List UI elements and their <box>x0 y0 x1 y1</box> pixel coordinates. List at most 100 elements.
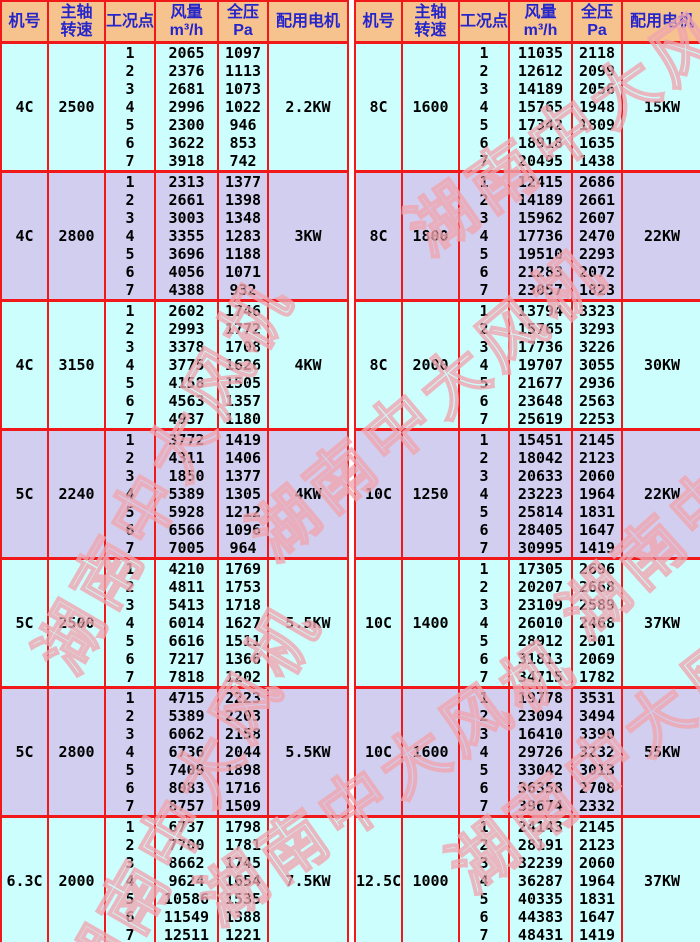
pressure-cell: 2203 <box>217 707 269 725</box>
col-header-flow: 风量 m³/h <box>154 0 219 44</box>
spec-row: 4C 3150 1 2602 1746 4KW <box>0 299 349 430</box>
pressure-cell: 2470 <box>571 227 623 245</box>
pressure-cell: 2661 <box>571 191 623 209</box>
spec-row: 5C 2800 1 4715 2223 5.5KW <box>0 686 349 817</box>
spec-row: 7 7818 1202 <box>1 668 348 688</box>
spec-row: 4 19707 3055 <box>355 356 700 374</box>
pressure-cell: 1377 <box>217 170 269 191</box>
point-cell: 4 <box>458 743 510 761</box>
point-cell: 5 <box>104 632 156 650</box>
flow-cell: 1850 <box>154 467 219 485</box>
pressure-cell: 1438 <box>571 152 623 172</box>
spec-row: 7 4937 1180 <box>1 410 348 430</box>
spec-row: 4 3775 1626 <box>1 356 348 374</box>
spec-row: 3 3378 1708 <box>1 338 348 356</box>
col-header-pressure: 全压 Pa <box>571 0 623 44</box>
spec-row: 7 48431 1419 <box>355 926 700 942</box>
point-cell: 2 <box>104 449 156 467</box>
point-cell: 4 <box>458 356 510 374</box>
flow-cell: 33042 <box>508 761 573 779</box>
pressure-cell: 1377 <box>217 467 269 485</box>
point-cell: 5 <box>458 245 510 263</box>
spec-row: 4 9624 1654 <box>1 872 348 890</box>
pressure-cell: 2072 <box>571 263 623 281</box>
model-cell: 10C <box>354 686 403 817</box>
model-cell: 10C <box>354 428 403 559</box>
pressure-cell: 3390 <box>571 725 623 743</box>
pressure-cell: 1511 <box>217 632 269 650</box>
pressure-cell: 1948 <box>571 98 623 116</box>
flow-cell: 12511 <box>154 926 219 942</box>
spec-row: 6 44383 1647 <box>355 908 700 926</box>
point-cell: 2 <box>104 578 156 596</box>
point-cell: 1 <box>104 428 156 449</box>
col-header-point: 工况点 <box>458 0 510 44</box>
flow-cell: 4311 <box>154 449 219 467</box>
flow-cell: 18918 <box>508 134 573 152</box>
flow-cell: 20207 <box>508 578 573 596</box>
flow-cell: 2313 <box>154 170 219 191</box>
pressure-cell: 964 <box>217 539 269 559</box>
spec-row: 4C 2500 1 2065 1097 2.2KW <box>0 41 349 172</box>
point-cell: 7 <box>458 410 510 430</box>
point-cell: 2 <box>104 836 156 854</box>
flow-cell: 31813 <box>508 650 573 668</box>
spec-row: 4 36287 1964 <box>355 872 700 890</box>
spec-row: 4C 2800 1 2313 1377 3KW <box>0 170 349 301</box>
flow-cell: 17736 <box>508 227 573 245</box>
speed-cell: 1250 <box>401 428 460 559</box>
motor-cell: 55KW <box>621 686 700 817</box>
motor-cell: 22KW <box>621 428 700 559</box>
spec-row: 8C 1800 1 12415 2686 22KW <box>354 170 700 301</box>
spec-row: 6 4056 1071 <box>1 263 348 281</box>
pressure-cell: 1509 <box>217 797 269 817</box>
flow-cell: 5928 <box>154 503 219 521</box>
point-cell: 2 <box>104 707 156 725</box>
pressure-cell: 2145 <box>571 428 623 449</box>
pressure-cell: 1388 <box>217 908 269 926</box>
motor-cell: 4KW <box>267 428 349 559</box>
flow-cell: 3775 <box>154 356 219 374</box>
flow-cell: 15962 <box>508 209 573 227</box>
speed-cell: 2800 <box>47 170 106 301</box>
spec-row: 3 6062 2158 <box>1 725 348 743</box>
point-cell: 1 <box>458 170 510 191</box>
flow-cell: 19778 <box>508 686 573 707</box>
flow-cell: 9624 <box>154 872 219 890</box>
flow-cell: 23094 <box>508 707 573 725</box>
motor-cell: 37KW <box>621 557 700 688</box>
pressure-cell: 1823 <box>571 281 623 301</box>
spec-row: 7 34715 1782 <box>355 668 700 688</box>
point-cell: 4 <box>104 485 156 503</box>
spec-row: 3 1850 1377 <box>1 467 348 485</box>
pressure-cell: 3013 <box>571 761 623 779</box>
pressure-cell: 1798 <box>217 815 269 836</box>
flow-cell: 11035 <box>508 41 573 62</box>
spec-row: 2 7700 1781 <box>1 836 348 854</box>
speed-cell: 1800 <box>401 170 460 301</box>
flow-cell: 18042 <box>508 449 573 467</box>
pressure-cell: 1357 <box>217 392 269 410</box>
point-cell: 6 <box>458 908 510 926</box>
pressure-cell: 3323 <box>571 299 623 320</box>
flow-cell: 23057 <box>508 281 573 301</box>
pressure-cell: 1188 <box>217 245 269 263</box>
flow-cell: 5389 <box>154 485 219 503</box>
spec-row: 7 39674 2332 <box>355 797 700 817</box>
flow-cell: 12612 <box>508 62 573 80</box>
spec-row: 2 15765 3293 <box>355 320 700 338</box>
spec-row: 5 17342 1809 <box>355 116 700 134</box>
spec-row: 4 15765 1948 <box>355 98 700 116</box>
spec-row: 10C 1250 1 15451 2145 22KW <box>354 428 700 559</box>
flow-cell: 2376 <box>154 62 219 80</box>
flow-cell: 25619 <box>508 410 573 430</box>
flow-cell: 17736 <box>508 338 573 356</box>
col-header-pressure: 全压 Pa <box>217 0 269 44</box>
pressure-cell: 1772 <box>217 320 269 338</box>
speed-cell: 2240 <box>47 428 106 559</box>
point-cell: 7 <box>104 410 156 430</box>
model-cell: 4C <box>0 41 49 172</box>
flow-cell: 3003 <box>154 209 219 227</box>
point-cell: 4 <box>458 227 510 245</box>
